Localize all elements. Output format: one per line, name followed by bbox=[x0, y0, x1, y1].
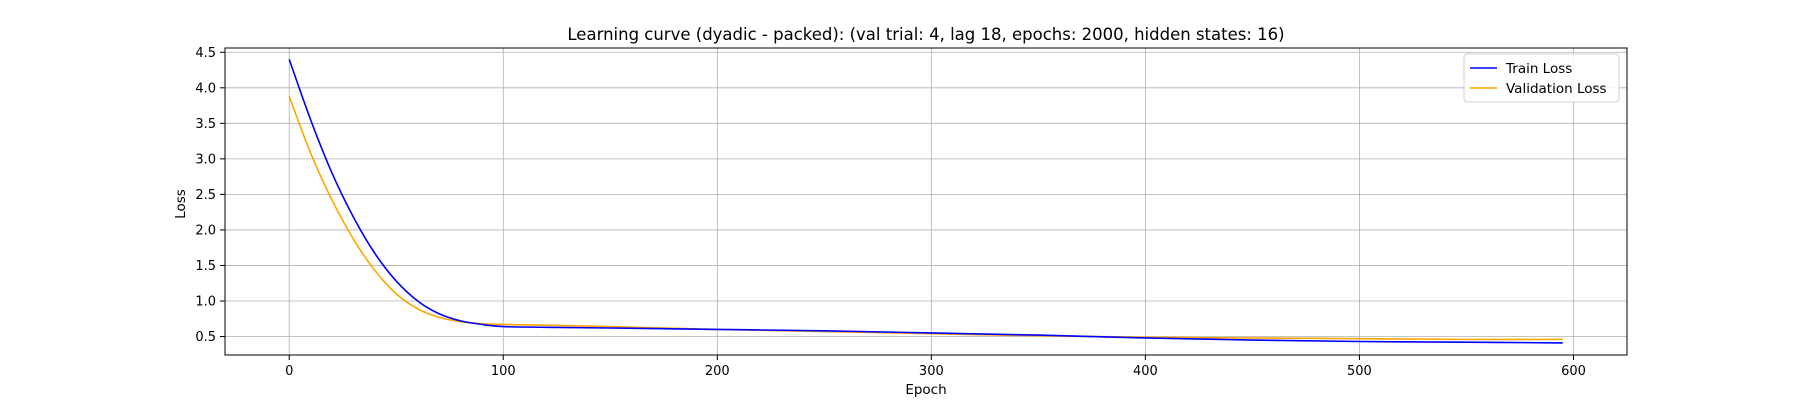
x-axis: 0 100 200 300 400 500 600 bbox=[285, 355, 1586, 379]
legend-entry: Train Loss bbox=[1505, 61, 1572, 77]
chart-title: Learning curve (dyadic - packed): (val t… bbox=[567, 25, 1284, 44]
series-line-validation-loss bbox=[288, 96, 1563, 341]
legend-entry: Validation Loss bbox=[1506, 81, 1607, 97]
y-tick-label: 2.0 bbox=[195, 223, 216, 238]
grid bbox=[225, 48, 1627, 355]
plot-frame bbox=[224, 47, 1628, 356]
legend-box bbox=[1463, 53, 1620, 103]
x-tick-label: 400 bbox=[1133, 364, 1158, 379]
y-axis: 0.5 1.0 1.5 2.0 2.5 3.0 3.5 4.0 4.5 bbox=[195, 46, 225, 345]
x-tick-label: 200 bbox=[705, 364, 730, 379]
y-tick-label: 2.5 bbox=[195, 188, 216, 203]
series-layer bbox=[288, 59, 1563, 344]
x-tick-label: 300 bbox=[919, 364, 944, 379]
series-line-train-loss bbox=[288, 59, 1563, 344]
y-tick-label: 4.5 bbox=[195, 46, 216, 61]
x-tick-label: 0 bbox=[285, 364, 293, 379]
x-tick-label: 100 bbox=[491, 364, 516, 379]
x-tick-label: 500 bbox=[1347, 364, 1372, 379]
y-tick-label: 3.0 bbox=[195, 152, 216, 167]
y-tick-label: 1.0 bbox=[195, 294, 216, 309]
y-tick-label: 1.5 bbox=[195, 259, 216, 274]
y-tick-label: 3.5 bbox=[195, 117, 216, 132]
y-tick-label: 4.0 bbox=[195, 81, 216, 96]
x-axis-label: Epoch bbox=[905, 382, 946, 398]
y-tick-label: 0.5 bbox=[195, 330, 216, 345]
x-tick-label: 600 bbox=[1561, 364, 1586, 379]
legend: Train Loss Validation Loss bbox=[1463, 53, 1620, 103]
y-axis-label: Loss bbox=[173, 189, 189, 219]
